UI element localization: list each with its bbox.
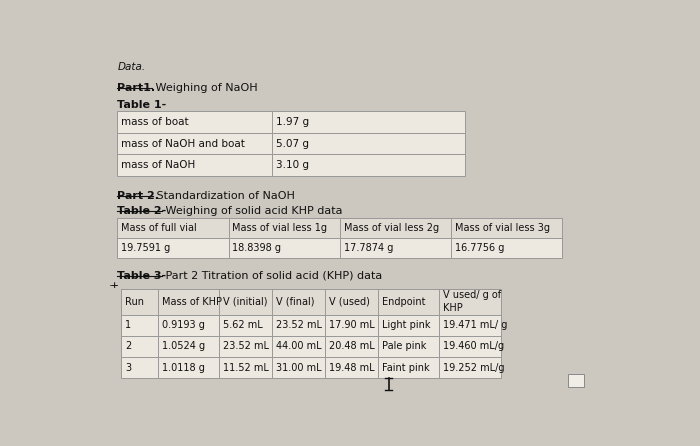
Text: Weighing of solid acid KHP data: Weighing of solid acid KHP data	[162, 206, 342, 216]
Text: Data.: Data.	[118, 62, 146, 72]
Text: 18.8398 g: 18.8398 g	[232, 243, 281, 253]
Text: Table 2-: Table 2-	[118, 206, 167, 216]
Bar	[121, 314, 158, 336]
Text: Mass of vial less 2g: Mass of vial less 2g	[344, 223, 439, 233]
Text: Light pink: Light pink	[382, 320, 430, 330]
Text: 19.48 mL: 19.48 mL	[329, 363, 375, 373]
Text: Table 3-: Table 3-	[118, 271, 167, 281]
Text: Faint pink: Faint pink	[382, 363, 430, 373]
Text: V (used): V (used)	[329, 297, 370, 307]
Bar	[228, 238, 340, 257]
Bar	[340, 219, 451, 238]
Text: Part1.: Part1.	[118, 83, 155, 93]
Bar	[118, 133, 272, 154]
Bar	[378, 289, 439, 314]
Text: 31.00 mL: 31.00 mL	[276, 363, 321, 373]
Bar	[568, 374, 584, 387]
Text: 1.0524 g: 1.0524 g	[162, 342, 205, 351]
Bar	[121, 357, 158, 378]
Bar	[451, 238, 562, 257]
Text: Run: Run	[125, 297, 144, 307]
Bar	[378, 357, 439, 378]
Text: +: +	[110, 281, 118, 290]
Bar	[219, 357, 272, 378]
Bar	[378, 314, 439, 336]
Bar	[272, 154, 465, 176]
Bar	[272, 111, 465, 133]
Text: 16.7756 g: 16.7756 g	[455, 243, 504, 253]
Bar	[121, 336, 158, 357]
Text: Mass of full vial: Mass of full vial	[121, 223, 197, 233]
Bar	[118, 111, 272, 133]
Text: mass of NaOH and boat: mass of NaOH and boat	[121, 139, 245, 149]
Text: 23.52 mL: 23.52 mL	[276, 320, 322, 330]
Bar	[325, 336, 378, 357]
Text: 17.90 mL: 17.90 mL	[329, 320, 375, 330]
Bar	[439, 314, 501, 336]
Text: 19.460 mL/g: 19.460 mL/g	[443, 342, 504, 351]
Text: Mass of KHP: Mass of KHP	[162, 297, 222, 307]
Text: 3: 3	[125, 363, 131, 373]
Bar	[272, 336, 325, 357]
Text: mass of boat: mass of boat	[121, 117, 189, 127]
Bar	[325, 314, 378, 336]
Bar	[340, 238, 451, 257]
Bar	[228, 219, 340, 238]
Bar	[439, 357, 501, 378]
Text: 44.00 mL: 44.00 mL	[276, 342, 321, 351]
Text: 2: 2	[125, 342, 131, 351]
Bar	[219, 336, 272, 357]
Bar	[325, 289, 378, 314]
Bar	[439, 289, 501, 314]
Bar	[219, 289, 272, 314]
Bar	[118, 219, 228, 238]
Text: 1.97 g: 1.97 g	[276, 117, 309, 127]
Bar	[272, 314, 325, 336]
Text: Table 1-: Table 1-	[118, 100, 167, 110]
Bar	[272, 289, 325, 314]
Bar	[219, 314, 272, 336]
Bar	[272, 133, 465, 154]
Text: 20.48 mL: 20.48 mL	[329, 342, 375, 351]
Text: Weighing of NaOH: Weighing of NaOH	[151, 83, 257, 93]
Text: V (initial): V (initial)	[223, 297, 267, 307]
Text: mass of NaOH: mass of NaOH	[121, 160, 195, 170]
Text: 1.0118 g: 1.0118 g	[162, 363, 204, 373]
Text: Endpoint: Endpoint	[382, 297, 426, 307]
Text: 17.7874 g: 17.7874 g	[344, 243, 393, 253]
Text: 3.10 g: 3.10 g	[276, 160, 309, 170]
Text: 11.52 mL: 11.52 mL	[223, 363, 269, 373]
Bar	[158, 357, 219, 378]
Bar	[158, 314, 219, 336]
Text: 23.52 mL: 23.52 mL	[223, 342, 269, 351]
Bar	[325, 357, 378, 378]
Text: Part 2.: Part 2.	[118, 191, 160, 201]
Text: 19.252 mL/g: 19.252 mL/g	[443, 363, 504, 373]
Text: V (final): V (final)	[276, 297, 314, 307]
Text: V used/ g of
KHP: V used/ g of KHP	[443, 290, 501, 313]
Text: 5.07 g: 5.07 g	[276, 139, 309, 149]
Bar	[451, 219, 562, 238]
Bar	[118, 154, 272, 176]
Bar	[272, 357, 325, 378]
Text: Mass of vial less 1g: Mass of vial less 1g	[232, 223, 328, 233]
Text: 19.471 mL/ g: 19.471 mL/ g	[443, 320, 508, 330]
Bar	[118, 238, 228, 257]
Bar	[158, 336, 219, 357]
Text: 1: 1	[125, 320, 131, 330]
Text: 19.7591 g: 19.7591 g	[121, 243, 170, 253]
Text: 0.9193 g: 0.9193 g	[162, 320, 204, 330]
Bar	[439, 336, 501, 357]
Bar	[121, 289, 158, 314]
Bar	[158, 289, 219, 314]
Text: Pale pink: Pale pink	[382, 342, 426, 351]
Bar	[378, 336, 439, 357]
Text: Mass of vial less 3g: Mass of vial less 3g	[455, 223, 550, 233]
Text: Part 2 Titration of solid acid (KHP) data: Part 2 Titration of solid acid (KHP) dat…	[162, 271, 382, 281]
Text: Standardization of NaOH: Standardization of NaOH	[153, 191, 295, 201]
Text: 5.62 mL: 5.62 mL	[223, 320, 262, 330]
